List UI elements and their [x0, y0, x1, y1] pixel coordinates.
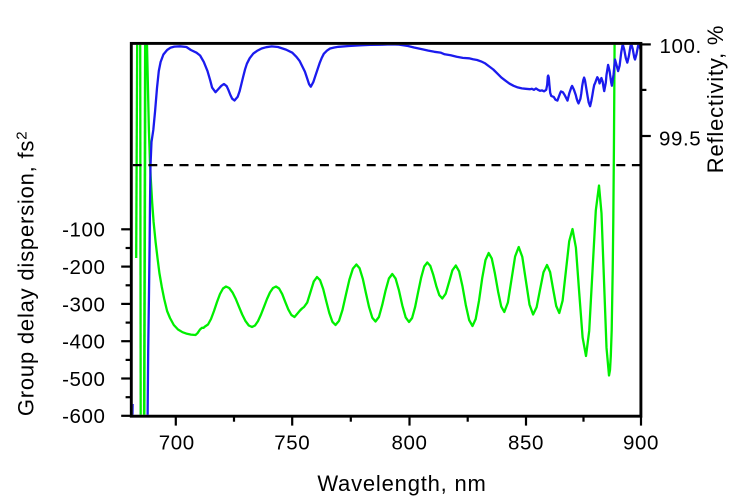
svg-text:900: 900	[623, 432, 659, 455]
svg-text:Wavelength, nm: Wavelength, nm	[317, 471, 486, 496]
svg-text:100.: 100.	[660, 35, 702, 58]
svg-text:-300: -300	[62, 293, 105, 316]
svg-text:-100: -100	[62, 219, 105, 242]
svg-text:800: 800	[391, 432, 427, 455]
svg-text:-500: -500	[62, 368, 105, 391]
svg-text:99.5: 99.5	[659, 128, 701, 151]
svg-text:700: 700	[159, 432, 195, 455]
svg-text:750: 750	[274, 432, 310, 455]
svg-text:850: 850	[508, 432, 544, 455]
svg-text:-200: -200	[62, 256, 105, 279]
svg-text:-400: -400	[62, 331, 105, 354]
svg-text:-600: -600	[62, 405, 105, 428]
svg-text:Reflectivity, %: Reflectivity, %	[703, 25, 728, 174]
svg-text:Group delay dispersion, fs2: Group delay dispersion, fs2	[14, 131, 39, 417]
